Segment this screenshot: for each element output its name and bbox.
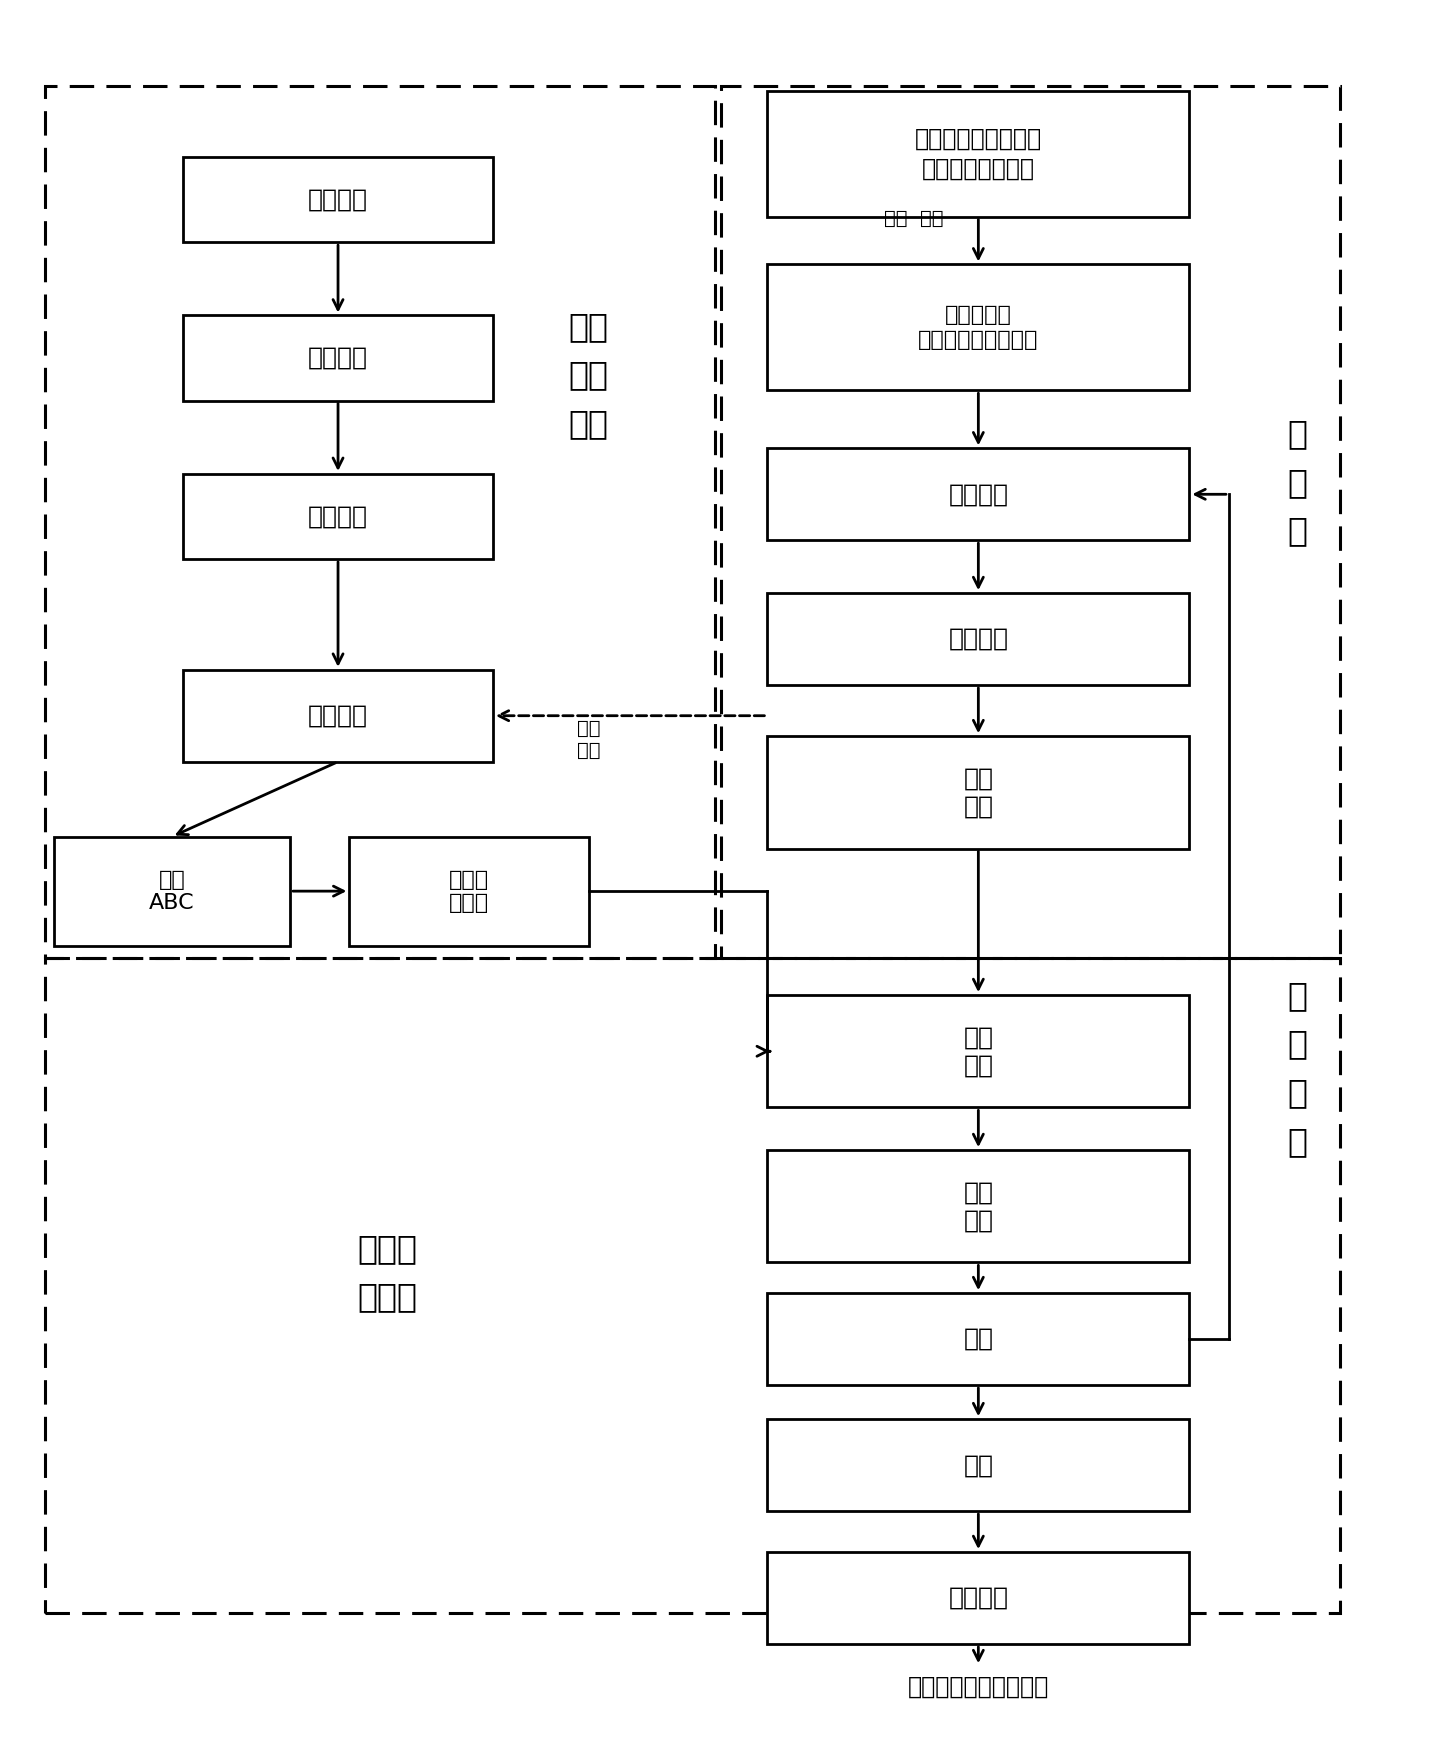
Text: 化验
检测: 化验 检测: [577, 720, 600, 760]
FancyBboxPatch shape: [767, 90, 1189, 217]
Text: 计量
混配: 计量 混配: [964, 1025, 994, 1078]
Text: 辅　料
扩大化: 辅 料 扩大化: [449, 869, 490, 912]
FancyBboxPatch shape: [767, 264, 1189, 391]
Text: 调制辅料: 调制辅料: [309, 704, 368, 728]
Text: 辅料
配制
流程: 辅料 配制 流程: [569, 309, 609, 440]
Text: 外来入侵植物茎杆及
泥（草）炭或蛭石: 外来入侵植物茎杆及 泥（草）炭或蛭石: [915, 127, 1043, 181]
Text: 配方设计: 配方设计: [309, 188, 368, 212]
Text: 育苗试验: 育苗试验: [309, 346, 368, 370]
FancyBboxPatch shape: [184, 315, 493, 400]
Text: 分检: 分检: [964, 1328, 994, 1350]
Text: 化验  分析: 化验 分析: [885, 209, 943, 228]
Text: 粉碎分选: 粉碎分选: [948, 481, 1008, 506]
Text: 成品出厂: 成品出厂: [948, 1587, 1008, 1609]
FancyBboxPatch shape: [767, 593, 1189, 685]
Text: 筛选配方: 筛选配方: [309, 504, 368, 528]
Text: 辅料
ABC: 辅料 ABC: [149, 869, 195, 912]
FancyBboxPatch shape: [184, 156, 493, 242]
Text: 压制
成型: 压制 成型: [964, 1180, 994, 1232]
FancyBboxPatch shape: [349, 836, 589, 945]
Text: 包装: 包装: [964, 1453, 994, 1477]
Text: 主
料
加: 主 料 加: [1288, 417, 1308, 547]
FancyBboxPatch shape: [53, 836, 290, 945]
FancyBboxPatch shape: [767, 1552, 1189, 1644]
FancyBboxPatch shape: [767, 737, 1189, 848]
FancyBboxPatch shape: [767, 1293, 1189, 1385]
FancyBboxPatch shape: [184, 474, 493, 560]
FancyBboxPatch shape: [767, 1151, 1189, 1262]
Text: 主要
原料: 主要 原料: [964, 766, 994, 819]
Text: 不
合
格
产: 不 合 格 产: [1288, 978, 1308, 1158]
Text: 成　型
过　程: 成 型 过 程: [358, 1232, 418, 1314]
FancyBboxPatch shape: [767, 1420, 1189, 1510]
Text: 蔬菜、花卉等育苗使用: 蔬菜、花卉等育苗使用: [908, 1674, 1048, 1698]
FancyBboxPatch shape: [184, 669, 493, 761]
FancyBboxPatch shape: [767, 448, 1189, 541]
Text: 无害化处理
发酵、氧化、调酸等: 无害化处理 发酵、氧化、调酸等: [918, 304, 1038, 349]
Text: 水分控制: 水分控制: [948, 627, 1008, 652]
FancyBboxPatch shape: [767, 996, 1189, 1107]
